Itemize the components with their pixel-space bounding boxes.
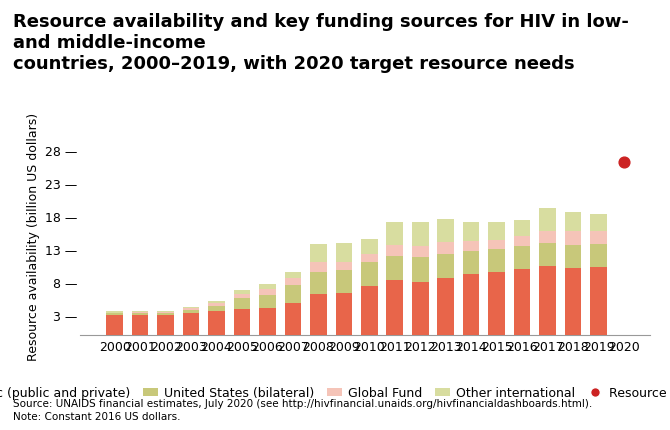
Bar — [590, 267, 607, 335]
Bar — [412, 282, 429, 335]
Bar — [438, 243, 454, 254]
Bar — [590, 214, 607, 232]
Bar — [412, 223, 429, 246]
Bar — [539, 232, 556, 243]
Bar — [412, 258, 429, 282]
Bar — [514, 221, 531, 237]
Bar — [438, 254, 454, 279]
Bar — [310, 272, 326, 294]
Bar — [183, 313, 199, 335]
Bar — [107, 312, 123, 313]
Bar — [132, 311, 148, 312]
Legend: Domestic (public and private), United States (bilateral), Global Fund, Other int: Domestic (public and private), United St… — [0, 381, 670, 404]
Text: Note: Constant 2016 US dollars.: Note: Constant 2016 US dollars. — [13, 412, 181, 421]
Bar — [208, 312, 224, 335]
Bar — [132, 316, 148, 335]
Bar — [412, 246, 429, 258]
Bar — [259, 289, 275, 295]
Bar — [361, 262, 378, 286]
Bar — [157, 316, 174, 335]
Bar — [565, 213, 582, 232]
Bar — [565, 232, 582, 245]
Bar — [463, 252, 480, 275]
Bar — [132, 313, 148, 316]
Bar — [157, 313, 174, 316]
Bar — [259, 285, 275, 289]
Bar — [336, 271, 352, 293]
Bar — [336, 244, 352, 263]
Bar — [463, 242, 480, 252]
Bar — [107, 315, 123, 335]
Bar — [183, 307, 199, 308]
Bar — [387, 256, 403, 281]
Bar — [285, 273, 301, 279]
Bar — [361, 239, 378, 254]
Bar — [539, 209, 556, 232]
Bar — [514, 270, 531, 335]
Bar — [590, 244, 607, 267]
Bar — [259, 295, 275, 308]
Text: Source: UNAIDS financial estimates, July 2020 (see http://hivfinancial.unaids.or: Source: UNAIDS financial estimates, July… — [13, 399, 593, 408]
Bar — [488, 240, 505, 250]
Bar — [336, 293, 352, 335]
Bar — [387, 245, 403, 256]
Bar — [157, 311, 174, 312]
Bar — [259, 308, 275, 335]
Bar — [361, 254, 378, 262]
Bar — [208, 303, 224, 307]
Bar — [488, 250, 505, 272]
Bar — [183, 308, 199, 310]
Bar — [387, 222, 403, 245]
Bar — [107, 313, 123, 315]
Bar — [438, 279, 454, 335]
Bar — [208, 301, 224, 303]
Bar — [157, 312, 174, 313]
Bar — [361, 286, 378, 335]
Bar — [565, 245, 582, 268]
Bar — [285, 279, 301, 285]
Bar — [539, 243, 556, 266]
Bar — [208, 307, 224, 312]
Bar — [488, 222, 505, 240]
Bar — [539, 266, 556, 335]
Bar — [514, 246, 531, 270]
Bar — [234, 309, 250, 335]
Resource needs target — [618, 159, 629, 166]
Text: Resource availability and key funding sources for HIV in low- and middle-income
: Resource availability and key funding so… — [13, 13, 629, 72]
Bar — [310, 244, 326, 263]
Bar — [310, 294, 326, 335]
Bar — [590, 232, 607, 244]
Bar — [234, 298, 250, 309]
Bar — [488, 272, 505, 335]
Bar — [565, 268, 582, 335]
Bar — [234, 290, 250, 294]
Bar — [336, 263, 352, 271]
Bar — [132, 312, 148, 313]
Bar — [285, 303, 301, 335]
Bar — [514, 237, 531, 246]
Bar — [183, 310, 199, 313]
Bar — [463, 275, 480, 335]
Y-axis label: Resource availability (billion US dollars): Resource availability (billion US dollar… — [27, 113, 40, 360]
Bar — [463, 222, 480, 242]
Bar — [387, 281, 403, 335]
Bar — [234, 294, 250, 298]
Bar — [310, 263, 326, 272]
Bar — [438, 219, 454, 243]
Bar — [285, 285, 301, 303]
